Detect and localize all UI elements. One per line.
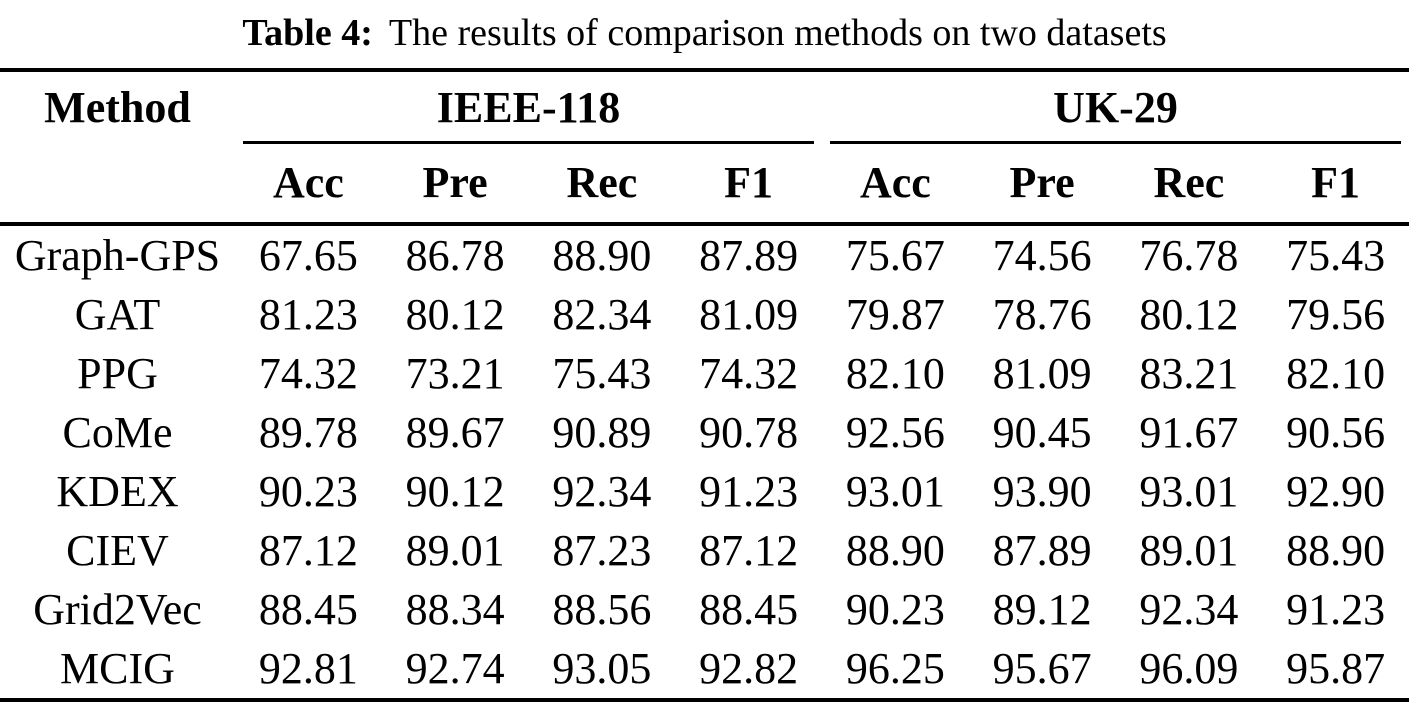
value-cell: 88.90: [1286, 525, 1386, 575]
value-cell: 87.89: [992, 525, 1092, 575]
value-cell: 89.67: [405, 407, 505, 457]
value-cell: 81.23: [258, 289, 358, 339]
value-cell: 96.09: [1139, 643, 1239, 693]
value-cell: 74.32: [699, 348, 799, 398]
method-cell: CoMe: [62, 407, 173, 457]
table-row: KDEX 90.23 90.12 92.34 91.23 93.01 93.90…: [0, 462, 1409, 521]
value-cell: 88.45: [258, 584, 358, 634]
value-cell: 90.56: [1286, 407, 1386, 457]
value-cell: 95.87: [1286, 643, 1386, 693]
value-cell: 90.23: [845, 584, 945, 634]
value-cell: 67.65: [258, 230, 358, 280]
metric-header-ieee-pre: Pre: [381, 144, 529, 226]
metric-header-row: Acc Pre Rec F1 Acc Pre Rec F1: [0, 144, 1409, 226]
value-cell: 93.05: [552, 643, 652, 693]
table-row: MCIG 92.81 92.74 93.05 92.82 96.25 95.67…: [0, 639, 1409, 700]
metric-header-uk-f1: F1: [1262, 144, 1409, 226]
value-cell: 90.78: [699, 407, 799, 457]
value-cell: 91.67: [1139, 407, 1239, 457]
value-cell: 82.10: [845, 348, 945, 398]
value-cell: 80.12: [405, 289, 505, 339]
value-cell: 93.90: [992, 466, 1092, 516]
metric-header-uk-rec: Rec: [1115, 144, 1263, 226]
value-cell: 88.34: [405, 584, 505, 634]
value-cell: 88.90: [552, 230, 652, 280]
table-row: Graph-GPS 67.65 86.78 88.90 87.89 75.67 …: [0, 224, 1409, 285]
value-cell: 90.89: [552, 407, 652, 457]
value-cell: 92.81: [258, 643, 358, 693]
table-row: GAT 81.23 80.12 82.34 81.09 79.87 78.76 …: [0, 285, 1409, 344]
value-cell: 88.90: [845, 525, 945, 575]
method-cell: Grid2Vec: [33, 584, 202, 634]
value-cell: 73.21: [405, 348, 505, 398]
value-cell: 89.01: [405, 525, 505, 575]
value-cell: 79.56: [1286, 289, 1386, 339]
value-cell: 87.89: [699, 230, 799, 280]
value-cell: 90.45: [992, 407, 1092, 457]
value-cell: 88.45: [699, 584, 799, 634]
value-cell: 82.34: [552, 289, 652, 339]
value-cell: 83.21: [1139, 348, 1239, 398]
caption-text: The results of comparison methods on two…: [388, 12, 1167, 55]
value-cell: 91.23: [1286, 584, 1386, 634]
value-cell: 82.10: [1286, 348, 1386, 398]
method-cell: KDEX: [56, 466, 179, 516]
value-cell: 92.56: [845, 407, 945, 457]
metric-header-uk-pre: Pre: [968, 144, 1116, 226]
value-cell: 96.25: [845, 643, 945, 693]
value-cell: 80.12: [1139, 289, 1239, 339]
value-cell: 81.09: [699, 289, 799, 339]
table-row: PPG 74.32 73.21 75.43 74.32 82.10 81.09 …: [0, 344, 1409, 403]
value-cell: 78.76: [992, 289, 1092, 339]
group-header-ieee-118: IEEE-118: [235, 70, 822, 144]
method-column-spacer: [0, 144, 235, 226]
value-cell: 92.90: [1286, 466, 1386, 516]
table-row: CoMe 89.78 89.67 90.89 90.78 92.56 90.45…: [0, 403, 1409, 462]
value-cell: 93.01: [845, 466, 945, 516]
method-cell: CIEV: [66, 525, 169, 575]
value-cell: 90.23: [258, 466, 358, 516]
metric-header-ieee-acc: Acc: [235, 144, 382, 226]
method-column-header: Method: [44, 83, 191, 132]
value-cell: 93.01: [1139, 466, 1239, 516]
table-row: CIEV 87.12 89.01 87.23 87.12 88.90 87.89…: [0, 521, 1409, 580]
value-cell: 90.12: [405, 466, 505, 516]
value-cell: 92.34: [552, 466, 652, 516]
value-cell: 92.34: [1139, 584, 1239, 634]
value-cell: 87.12: [699, 525, 799, 575]
value-cell: 75.43: [552, 348, 652, 398]
value-cell: 74.56: [992, 230, 1092, 280]
method-cell: PPG: [77, 348, 158, 398]
metric-header-ieee-f1: F1: [675, 144, 822, 226]
value-cell: 91.23: [699, 466, 799, 516]
metric-header-ieee-rec: Rec: [528, 144, 676, 226]
value-cell: 79.87: [845, 289, 945, 339]
value-cell: 75.67: [845, 230, 945, 280]
value-cell: 88.56: [552, 584, 652, 634]
value-cell: 89.12: [992, 584, 1092, 634]
method-cell: MCIG: [60, 643, 175, 693]
caption-label: Table 4:: [242, 12, 373, 55]
value-cell: 92.74: [405, 643, 505, 693]
value-cell: 74.32: [258, 348, 358, 398]
method-cell: Graph-GPS: [14, 230, 221, 280]
group-header-uk-29: UK-29: [822, 70, 1409, 144]
value-cell: 89.01: [1139, 525, 1239, 575]
value-cell: 89.78: [258, 407, 358, 457]
metric-header-uk-acc: Acc: [822, 144, 969, 226]
table-caption: Table 4: The results of comparison method…: [0, 0, 1409, 68]
group-header-row: Method IEEE-118 UK-29: [0, 70, 1409, 144]
value-cell: 76.78: [1139, 230, 1239, 280]
value-cell: 95.67: [992, 643, 1092, 693]
value-cell: 81.09: [992, 348, 1092, 398]
method-cell: GAT: [74, 289, 161, 339]
value-cell: 87.23: [552, 525, 652, 575]
results-table: Method IEEE-118 UK-29 Acc Pre Rec F1 Acc…: [0, 68, 1409, 702]
table-row: Grid2Vec 88.45 88.34 88.56 88.45 90.23 8…: [0, 580, 1409, 639]
value-cell: 87.12: [258, 525, 358, 575]
value-cell: 86.78: [405, 230, 505, 280]
value-cell: 92.82: [699, 643, 799, 693]
value-cell: 75.43: [1286, 230, 1386, 280]
